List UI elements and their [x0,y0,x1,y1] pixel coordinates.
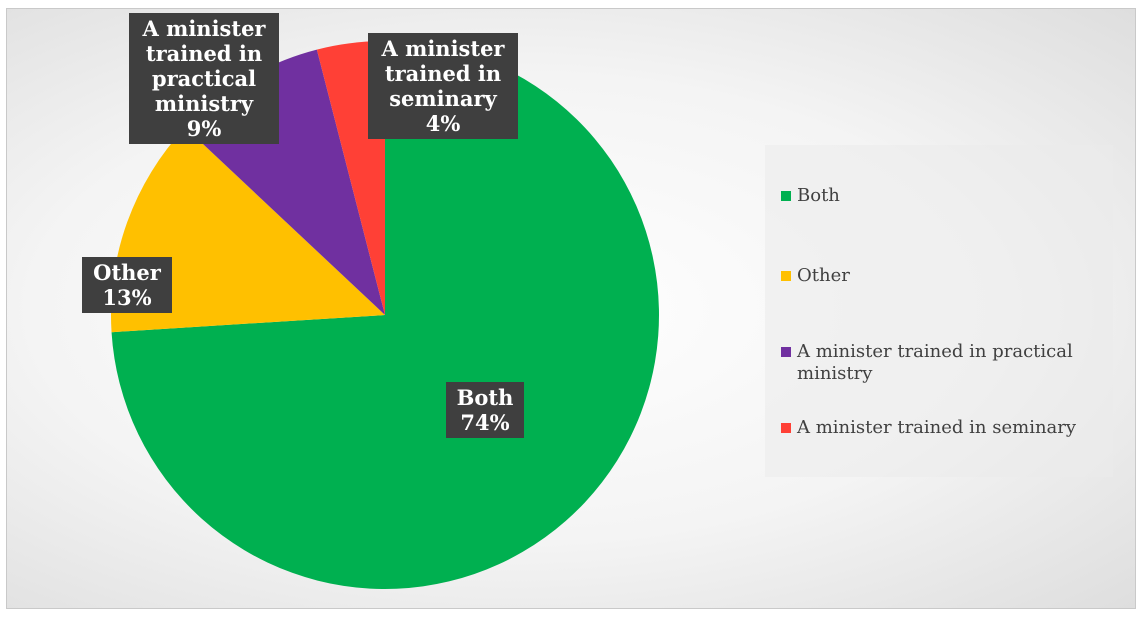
legend-item-seminary: A minister trained in seminary [781,417,1107,439]
pie-slice-other [110,127,385,333]
legend-swatch-other [781,271,791,281]
legend-label: A minister trained in practical ministry [797,341,1073,384]
legend-swatch-practical-ministry [781,347,791,357]
data-label-seminary: A minister trained in seminary 4% [368,33,518,139]
legend-label: Other [797,265,850,286]
legend-item-both: Both [781,185,1107,207]
data-label-both: Both 74% [446,382,524,438]
legend-swatch-seminary [781,423,791,433]
legend-label: Both [797,185,840,206]
legend-label: A minister trained in seminary [797,417,1077,438]
pie-slice-both [111,41,659,589]
legend-item-practical-ministry: A minister trained in practical ministry [781,341,1107,385]
legend-item-other: Other [781,265,1107,287]
legend: Both Other A minister trained in practic… [765,145,1113,477]
legend-swatch-both [781,191,791,201]
data-label-practical-ministry: A minister trained in practical ministry… [129,13,279,144]
chart-area: Both 74% Other 13% A minister trained in… [6,8,1136,609]
pie-slice-a-minister-trained-in-seminary [316,41,385,315]
data-label-other: Other 13% [82,257,172,313]
